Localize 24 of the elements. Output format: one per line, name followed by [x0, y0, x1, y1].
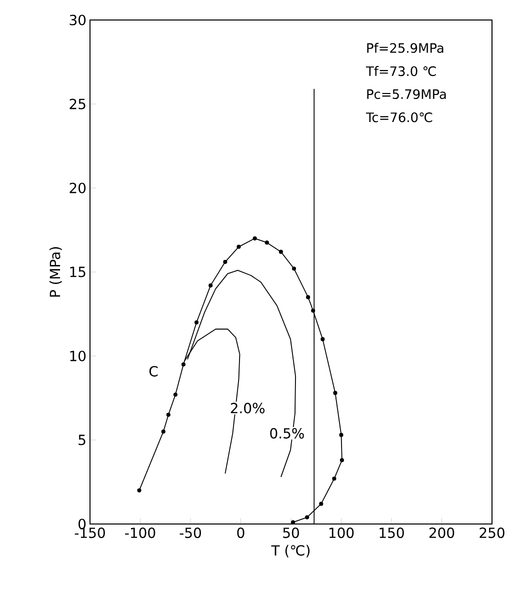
x-tick-label: -150 [74, 528, 105, 538]
annotation: Tc=76.0℃ [366, 112, 432, 122]
x-tick-label: 50 [283, 528, 299, 538]
x-tick-label: 200 [429, 528, 454, 538]
x-tick-label: 100 [329, 528, 354, 538]
annotation: Pc=5.79MPa [367, 89, 446, 100]
x-tick-label: -100 [125, 528, 156, 538]
x-axis-title: T (℃) [271, 544, 310, 558]
y-axis-title: P (MPa) [49, 247, 62, 297]
annotation: Pf=25.9MPa [367, 42, 444, 53]
x-tick-label: -50 [180, 528, 201, 538]
y-tick-label: 5 [78, 434, 86, 446]
y-tick-label: 15 [70, 266, 86, 278]
y-tick-label: 25 [70, 98, 86, 110]
y-tick-label: 20 [70, 182, 86, 194]
annotation: C [149, 366, 158, 377]
x-tick-label: 150 [380, 528, 404, 538]
annotation: 0.5% [270, 428, 304, 439]
annotation: 2.0% [230, 402, 265, 414]
annotation: Tf=73.0 ℃ [366, 66, 436, 76]
y-tick-label: 10 [70, 350, 86, 362]
x-tick-label: 0 [237, 528, 244, 538]
y-tick-label: 30 [70, 14, 86, 26]
x-tick-label: 250 [480, 528, 504, 538]
